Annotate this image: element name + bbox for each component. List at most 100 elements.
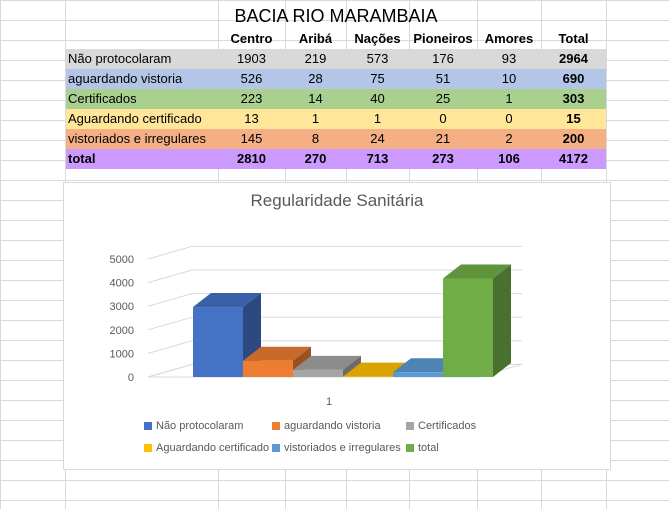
table-cell[interactable]: 10 [501, 71, 517, 86]
table-cell[interactable]: 0 [505, 111, 513, 126]
chart-container[interactable]: Regularidade Sanitária 0 1000 2000 3000 4000… [63, 182, 611, 470]
chart-svg: 0 1000 2000 3000 4000 5000 1 [110, 245, 523, 408]
y-tick-label: 3000 [110, 301, 134, 313]
legend-item[interactable]: Aguardando certificado [144, 441, 269, 455]
header-row: Centro Aribá Nações Pioneiros Amores Total [66, 29, 606, 49]
bar-side [343, 355, 361, 377]
table-cell[interactable]: 526 [240, 71, 263, 86]
table-cell[interactable]: 270 [304, 151, 327, 166]
table-cell[interactable]: 106 [498, 151, 520, 166]
legend-label: Certificados [418, 420, 477, 432]
table-cell[interactable]: 24 [370, 131, 385, 146]
table-cell[interactable]: 223 [240, 91, 263, 106]
legend-swatch [406, 444, 414, 452]
legend-label: Não protocolaram [156, 420, 244, 432]
table-cell[interactable]: 1903 [237, 51, 266, 66]
table-row: Não protocolaram 1903 219 573 176 93 2964 [66, 49, 606, 69]
bar-side [493, 264, 511, 377]
legend-item[interactable]: total [406, 441, 439, 455]
bar-top [443, 264, 511, 279]
table-row: Certificados 223 14 40 25 1 303 [66, 89, 606, 109]
table-cell[interactable]: 573 [366, 51, 389, 66]
header-cell[interactable]: Centro [230, 31, 273, 46]
table-cell[interactable]: 13 [244, 111, 259, 126]
table-cell[interactable]: 4172 [559, 151, 588, 166]
table-cell[interactable]: 8 [311, 131, 320, 146]
y-tick-label: 4000 [110, 278, 134, 290]
legend-swatch [272, 444, 280, 452]
table-cell[interactable]: 25 [435, 91, 451, 106]
chart-title: Regularidade Sanitária [250, 191, 424, 210]
table-cell[interactable]: 28 [308, 71, 323, 86]
table-cell[interactable]: 14 [308, 91, 323, 106]
table-cell[interactable]: 21 [435, 131, 451, 146]
gridline [147, 269, 522, 284]
table-cell[interactable]: 1 [505, 91, 513, 106]
legend-swatch [144, 444, 152, 452]
table-cell[interactable]: 2810 [237, 151, 266, 166]
bar-top [193, 293, 261, 308]
row-label[interactable]: Aguardando certificado [68, 111, 202, 126]
bar [293, 369, 343, 377]
table-row: aguardando vistoria 526 28 75 51 10 690 [66, 69, 606, 89]
y-tick-label: 5000 [110, 254, 134, 266]
row-label[interactable]: Certificados [68, 91, 137, 106]
table-cell[interactable]: 93 [501, 51, 517, 66]
row-label[interactable]: vistoriados e irregulares [68, 131, 207, 146]
header-cell[interactable]: Total [558, 31, 589, 46]
bar [243, 360, 293, 377]
legend-label: total [418, 442, 439, 454]
header-cell[interactable]: Amores [484, 31, 534, 46]
table-cell[interactable]: 690 [562, 71, 585, 86]
legend-swatch [144, 422, 152, 430]
legend-item[interactable]: vistoriados e irregulares [272, 441, 401, 455]
table-cell[interactable]: 145 [240, 131, 263, 146]
table-cell[interactable]: 15 [566, 111, 581, 126]
row-label[interactable]: aguardando vistoria [68, 71, 183, 86]
bar-top [293, 355, 361, 370]
table-cell[interactable]: 176 [432, 51, 454, 66]
legend-label: Aguardando certificado [156, 442, 270, 454]
table-cell[interactable]: 273 [432, 151, 454, 166]
table-cell[interactable]: 1 [373, 111, 382, 126]
row-label[interactable]: Não protocolaram [68, 51, 172, 66]
table-cell[interactable]: 200 [562, 131, 585, 146]
gridline [147, 245, 522, 260]
legend-label: aguardando vistoria [284, 420, 381, 432]
legend-item[interactable]: Não protocolaram [144, 419, 243, 433]
x-tick-label: 1 [326, 396, 332, 408]
y-tick-label: 1000 [110, 348, 134, 360]
bar [443, 278, 493, 377]
legend-swatch [272, 422, 280, 430]
gridline [147, 340, 522, 354]
row-label[interactable]: total [68, 151, 96, 166]
header-cell[interactable]: Pioneiros [413, 31, 473, 46]
y-tick-label: 2000 [110, 325, 134, 337]
bar [393, 372, 443, 377]
legend-label: vistoriados e irregulares [284, 442, 401, 454]
bar-top [243, 346, 311, 361]
gridline [147, 316, 522, 331]
sheet-title[interactable]: BACIA RIO MARAMBAIA [234, 6, 438, 26]
table-cell[interactable]: 2964 [559, 51, 588, 66]
table-cell[interactable]: 1 [311, 111, 320, 126]
table-cell[interactable]: 51 [435, 71, 451, 86]
table-cell[interactable]: 75 [370, 71, 385, 86]
table-cell[interactable]: 303 [562, 91, 585, 106]
table-cell[interactable]: 40 [370, 91, 385, 106]
y-tick-label: 0 [128, 372, 134, 384]
legend-swatch [406, 422, 414, 430]
bar [193, 307, 243, 377]
table-row: total 2810 270 713 273 106 4172 [66, 149, 606, 169]
table-cell[interactable]: 0 [439, 111, 447, 126]
table-row: vistoriados e irregulares 145 8 24 21 2 200 [66, 129, 606, 149]
legend-item[interactable]: aguardando vistoria [272, 419, 381, 433]
header-cell[interactable] [66, 29, 218, 49]
header-cell[interactable]: Nações [354, 31, 401, 46]
table-cell[interactable]: 219 [304, 51, 327, 66]
legend-item[interactable]: Certificados [406, 419, 476, 433]
table-row: Aguardando certificado 13 1 1 0 0 15 [66, 109, 606, 129]
table-cell[interactable]: 2 [505, 131, 513, 146]
header-cell[interactable]: Aribá [298, 31, 333, 46]
table-cell[interactable]: 713 [366, 151, 389, 166]
